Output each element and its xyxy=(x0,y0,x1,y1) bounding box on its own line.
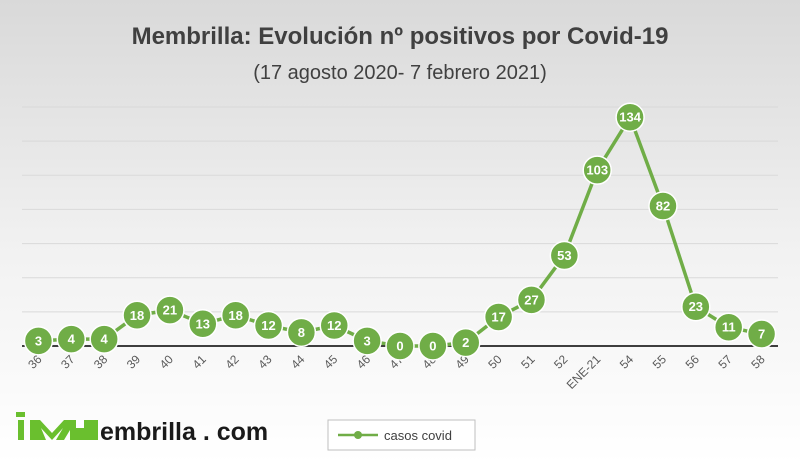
data-point-marker xyxy=(220,300,251,331)
data-point-marker xyxy=(56,324,87,354)
data-point: 103 xyxy=(582,155,612,185)
data-point: 13 xyxy=(188,309,218,339)
data-points: 3 4 4 18 21 13 18 12 8 12 3 0 0 2 17 27 53 103 134 82 23 11 7 xyxy=(23,102,777,361)
data-point: 7 xyxy=(746,319,777,349)
data-point: 21 xyxy=(155,295,185,325)
data-point: 3 xyxy=(352,326,382,356)
data-point-marker xyxy=(122,300,152,331)
data-label: 23 xyxy=(689,299,703,314)
data-point: 134 xyxy=(615,102,645,132)
data-point: 82 xyxy=(648,191,678,221)
data-label: 4 xyxy=(101,332,109,347)
data-point: 8 xyxy=(286,317,317,348)
chart-title: Membrilla: Evolución nº positivos por Co… xyxy=(132,23,669,50)
data-point-marker xyxy=(615,102,645,132)
data-point-marker xyxy=(253,310,284,341)
data-point: 27 xyxy=(516,285,547,315)
data-point-marker xyxy=(483,302,514,332)
data-label: 8 xyxy=(298,325,305,340)
data-point: 2 xyxy=(450,327,481,358)
data-point-marker xyxy=(286,317,317,348)
data-point: 18 xyxy=(122,300,152,331)
data-point: 3 xyxy=(23,326,54,356)
data-point-marker xyxy=(681,291,711,322)
legend-label-casos-covid: casos covid xyxy=(384,428,452,443)
data-point: 17 xyxy=(483,302,514,332)
data-point-marker xyxy=(582,155,612,185)
data-point: 18 xyxy=(220,300,251,331)
data-label: 17 xyxy=(491,309,505,324)
data-point: 11 xyxy=(713,312,744,342)
membrilla-m-logo-icon xyxy=(16,412,98,440)
chart-subtitle: (17 agosto 2020- 7 febrero 2021) xyxy=(253,62,547,84)
data-point-marker xyxy=(385,331,415,361)
data-point: 4 xyxy=(56,324,87,354)
data-point-marker xyxy=(450,327,481,358)
data-point: 0 xyxy=(418,331,448,361)
data-point-marker xyxy=(89,324,119,354)
data-label: 0 xyxy=(429,339,436,354)
legend: casos covid xyxy=(327,419,476,451)
data-label: 13 xyxy=(196,316,210,331)
x-axis-tick-labels: 36 37 38 39 40 41 42 43 44 45 46 47 48 49 50 51 52ENE-21… xyxy=(25,352,768,392)
logo-text: embrilla . com xyxy=(100,418,268,446)
data-point-marker xyxy=(352,326,382,356)
membrilla-logo: embrilla . com xyxy=(16,412,268,446)
data-label: 12 xyxy=(327,318,341,333)
data-label: 3 xyxy=(364,333,371,348)
data-label: 11 xyxy=(722,320,736,335)
data-label: 7 xyxy=(758,327,765,342)
data-label: 103 xyxy=(586,163,608,178)
data-label: 3 xyxy=(35,333,42,348)
data-point-marker xyxy=(418,331,448,361)
data-label: 18 xyxy=(228,308,242,323)
data-label: 82 xyxy=(656,199,670,214)
data-point: 12 xyxy=(253,310,284,341)
data-label: 27 xyxy=(524,292,538,307)
data-label: 134 xyxy=(619,110,641,125)
data-label: 4 xyxy=(68,332,76,347)
data-point: 23 xyxy=(681,291,711,322)
data-point-marker xyxy=(648,191,678,221)
data-point-marker xyxy=(155,295,185,325)
data-point-marker xyxy=(319,310,350,341)
data-point-marker xyxy=(188,309,218,339)
data-point-marker xyxy=(23,326,54,356)
data-label: 0 xyxy=(396,339,403,354)
data-point-marker xyxy=(746,319,777,349)
data-label: 21 xyxy=(163,303,177,318)
data-point: 0 xyxy=(385,331,415,361)
data-point-marker xyxy=(549,240,580,271)
data-point: 12 xyxy=(319,310,350,341)
data-label: 12 xyxy=(261,318,275,333)
data-point: 53 xyxy=(549,240,580,271)
data-point: 4 xyxy=(89,324,119,354)
data-label: 18 xyxy=(130,308,144,323)
data-label: 53 xyxy=(557,248,571,263)
data-label: 2 xyxy=(462,335,469,350)
legend-marker xyxy=(354,431,362,439)
data-point-marker xyxy=(516,285,547,315)
data-point-marker xyxy=(713,312,744,342)
